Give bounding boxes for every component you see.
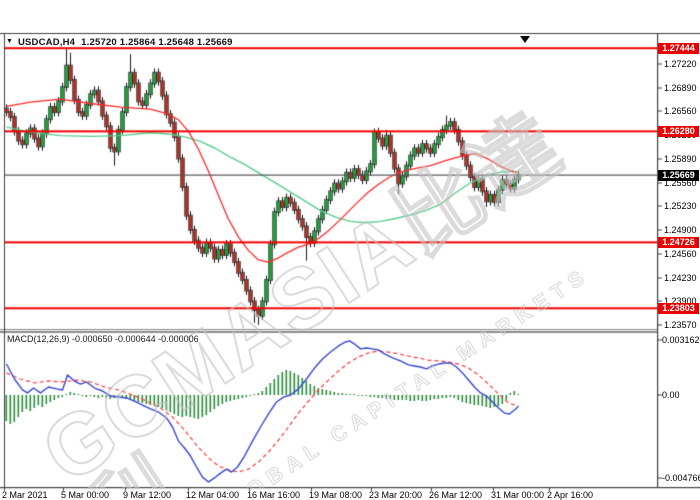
- price-tick-label: 1.27220: [664, 59, 697, 70]
- symbol-dropdown-icon[interactable]: ▼: [6, 38, 13, 45]
- symbol-name: USDCAD,H4: [17, 36, 76, 48]
- level-price-box: 1.26280: [658, 125, 699, 137]
- price-tick-label: 1.26560: [664, 106, 697, 117]
- price-tick-label: 1.23900: [664, 296, 697, 307]
- time-tick-label: 9 Mar 12:00: [123, 490, 172, 500]
- time-tick-label: 12 Mar 04:00: [186, 490, 240, 500]
- level-price-box: 1.23803: [658, 302, 699, 314]
- price-tick-label: 1.25230: [664, 201, 697, 212]
- time-tick-label: 2 Mar 2021: [2, 490, 48, 500]
- price-tick-label: 1.23570: [664, 319, 697, 330]
- time-tick-label: 19 Mar 08:00: [309, 490, 363, 500]
- macd-tick-label: 0.00: [662, 390, 680, 400]
- price-tick-label: 1.24900: [664, 224, 697, 235]
- level-price-box: 1.24726: [658, 236, 699, 248]
- time-tick-label: 31 Mar 00:00: [491, 490, 545, 500]
- macd-indicator-label: MACD(12,26,9) -0.000650 -0.000644 -0.000…: [7, 334, 199, 344]
- sell-arrow-marker-icon[interactable]: [520, 36, 530, 43]
- price-tick-label: 1.25890: [664, 154, 697, 165]
- price-tick-label: 1.25560: [664, 177, 697, 188]
- price-tick-label: 1.26890: [664, 82, 697, 93]
- time-tick-label: 23 Mar 20:00: [369, 490, 423, 500]
- time-tick-label: 16 Mar 16:00: [247, 490, 301, 500]
- symbol-header[interactable]: ▼ USDCAD,H4 1.25720 1.25864 1.25648 1.25…: [6, 36, 233, 48]
- symbol-ohlc-values: 1.25720 1.25864 1.25648 1.25669: [81, 36, 233, 48]
- price-tick-label: 1.24560: [664, 249, 697, 260]
- current-price-box: 1.25669: [658, 169, 699, 181]
- time-tick-label: 2 Apr 16:00: [547, 490, 594, 500]
- macd-tick-label: 0.003162: [662, 335, 700, 345]
- time-tick-label: 5 Mar 00:00: [61, 490, 110, 500]
- macd-tick-label: -0.004766: [662, 472, 700, 483]
- time-tick-label: 26 Mar 12:00: [429, 490, 483, 500]
- price-tick-label: 1.24230: [664, 272, 697, 283]
- level-price-box: 1.27444: [658, 42, 699, 54]
